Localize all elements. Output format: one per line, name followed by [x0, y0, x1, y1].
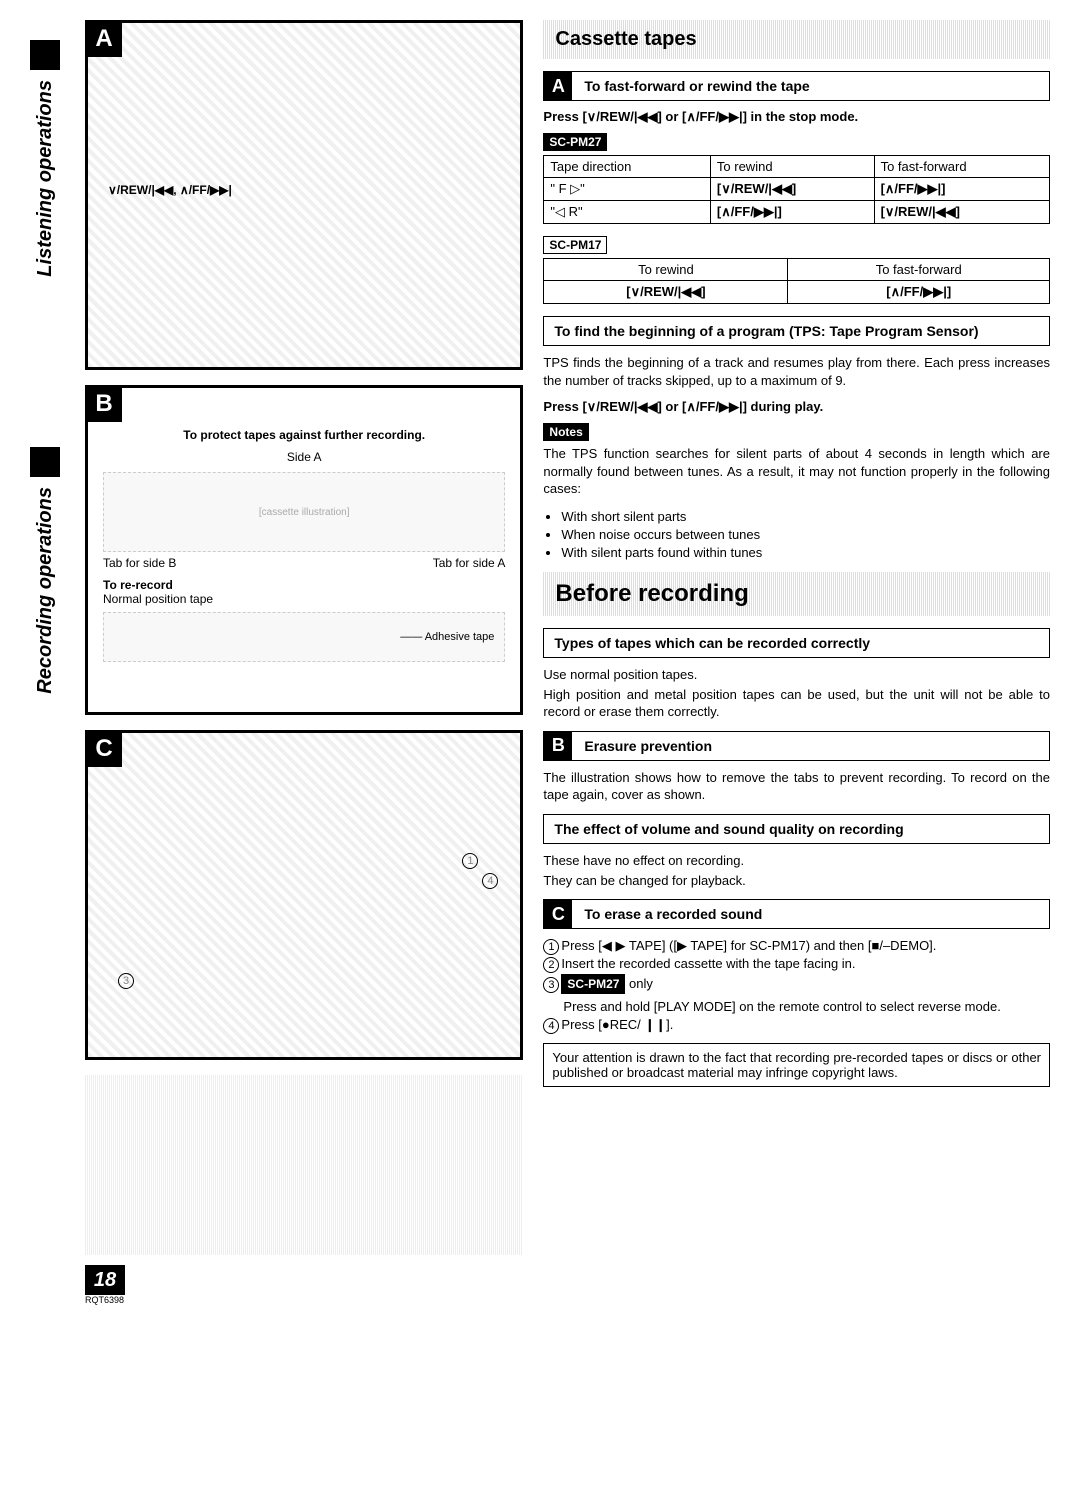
effect-body1: These have no effect on recording.: [543, 852, 1050, 870]
marker-1: 1: [462, 853, 478, 869]
section-b-title: Erasure prevention: [584, 734, 712, 758]
tab-side-b: Tab for side B: [103, 556, 176, 570]
cassette-illustration: [cassette illustration]: [103, 472, 505, 552]
notes-tag: Notes: [543, 423, 588, 441]
marker-3: 3: [118, 973, 134, 989]
section-c-header: C To erase a recorded sound: [543, 899, 1050, 929]
bottom-texture: [85, 1075, 523, 1255]
copyright-warning: Your attention is drawn to the fact that…: [543, 1043, 1050, 1087]
figure-a-label: A: [86, 21, 122, 57]
step-2: 2Insert the recorded cassette with the t…: [543, 955, 1050, 973]
section-b-letter: B: [544, 732, 572, 760]
section-b-body: The illustration shows how to remove the…: [543, 769, 1050, 804]
pm27-h1: To rewind: [710, 156, 874, 178]
section-c-title: To erase a recorded sound: [584, 902, 762, 926]
types-body2: High position and metal position tapes c…: [543, 686, 1050, 721]
normal-tape-label: Normal position tape: [103, 592, 505, 606]
figure-a: A ∨/REW/|◀◀, ∧/FF/▶▶|: [85, 20, 523, 370]
tps-instruction: Press [∨/REW/|◀◀] or [∧/FF/▶▶|] during p…: [543, 399, 1050, 415]
listening-tab-marker: [30, 40, 60, 70]
fig-b-side-a: Side A: [103, 450, 505, 464]
pm27-table: Tape direction To rewind To fast-forward…: [543, 155, 1050, 224]
figure-c-label: C: [86, 731, 122, 767]
re-record-heading: To re-record: [103, 578, 505, 592]
effect-title: The effect of volume and sound quality o…: [543, 814, 1050, 844]
section-a-title: To fast-forward or rewind the tape: [584, 74, 809, 98]
step-1: 1Press [◀ ▶ TAPE] ([▶ TAPE] for SC-PM17)…: [543, 937, 1050, 955]
section-b-header: B Erasure prevention: [543, 731, 1050, 761]
pm27-tag: SC-PM27: [543, 133, 607, 151]
step-3: 3SC-PM27 only: [543, 974, 1050, 999]
section-c-letter: C: [544, 900, 572, 928]
pm27-h2: To fast-forward: [874, 156, 1049, 178]
types-body1: Use normal position tapes.: [543, 666, 1050, 684]
pm17-tag: SC-PM17: [543, 236, 607, 254]
tps-notes-list: With short silent parts When noise occur…: [543, 508, 1050, 563]
step-4: 4Press [●REC/ ❙❙].: [543, 1016, 1050, 1034]
tps-notes-body: The TPS function searches for silent par…: [543, 445, 1050, 498]
types-title: Types of tapes which can be recorded cor…: [543, 628, 1050, 658]
effect-body2: They can be changed for playback.: [543, 872, 1050, 890]
recording-tab-marker: [30, 447, 60, 477]
adhesive-illustration: —— Adhesive tape: [103, 612, 505, 662]
pm27-h0: Tape direction: [544, 156, 711, 178]
page-number: 18: [85, 1265, 125, 1295]
tps-title: To find the beginning of a program (TPS:…: [543, 316, 1050, 346]
listening-operations-label: Listening operations: [34, 80, 57, 277]
tps-body: TPS finds the beginning of a track and r…: [543, 354, 1050, 389]
fig-b-heading: To protect tapes against further recordi…: [103, 428, 505, 442]
cassette-tapes-banner: Cassette tapes: [543, 20, 1050, 59]
figure-b-label: B: [86, 386, 122, 422]
section-a-header: A To fast-forward or rewind the tape: [543, 71, 1050, 101]
tab-side-a: Tab for side A: [433, 556, 506, 570]
before-recording-banner: Before recording: [543, 572, 1050, 616]
figure-c: C 1 4 3: [85, 730, 523, 1060]
figure-a-caption: ∨/REW/|◀◀, ∧/FF/▶▶|: [108, 183, 232, 197]
figure-b: B To protect tapes against further recor…: [85, 385, 523, 715]
step-3b: Press and hold [PLAY MODE] on the remote…: [543, 998, 1050, 1016]
section-a-instruction: Press [∨/REW/|◀◀] or [∧/FF/▶▶|] in the s…: [543, 109, 1050, 125]
doc-code: RQT6398: [85, 1295, 523, 1305]
marker-4: 4: [482, 873, 498, 889]
recording-operations-label: Recording operations: [34, 487, 57, 694]
pm17-table: To rewind To fast-forward [∨/REW/|◀◀] [∧…: [543, 258, 1050, 304]
section-a-letter: A: [544, 72, 572, 100]
